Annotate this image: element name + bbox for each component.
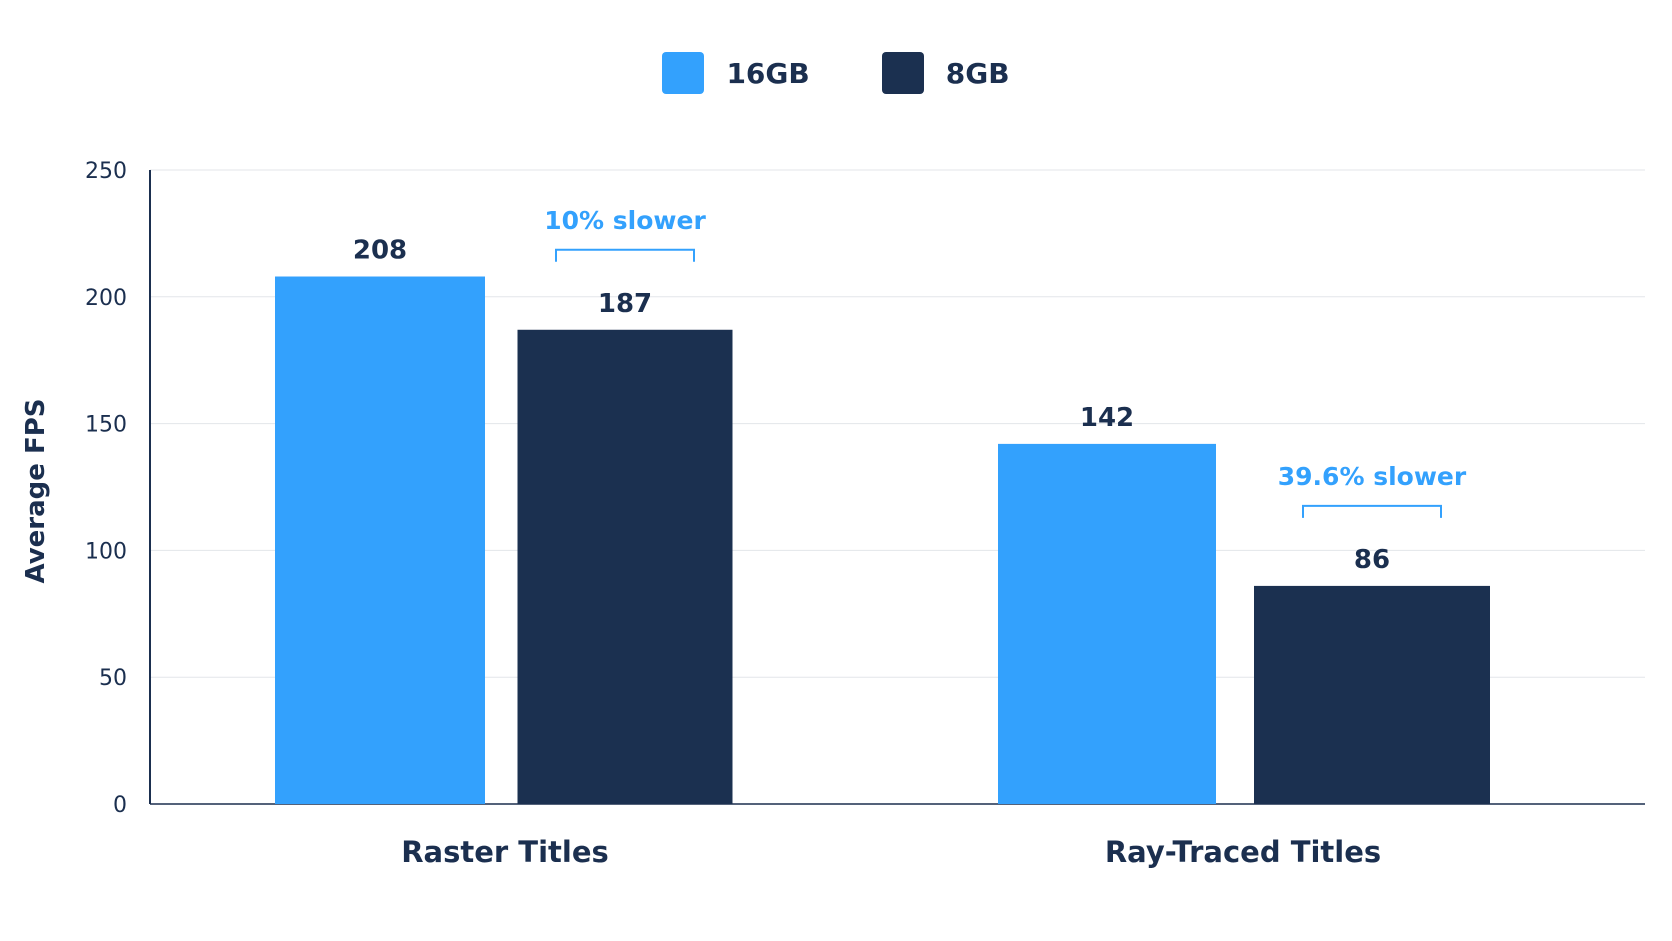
- bar-16gb-raster: [275, 276, 485, 805]
- x-category-label: Raster Titles: [401, 835, 609, 869]
- y-tick-label: 200: [85, 286, 127, 311]
- bar-value-label: 187: [598, 289, 652, 319]
- legend-item-8gb: 8GB: [881, 52, 1010, 94]
- legend-item-16gb: 16GB: [662, 52, 810, 94]
- legend-label-8gb: 8GB: [945, 56, 1010, 90]
- legend-swatch-8gb: [881, 52, 924, 94]
- annotation-bracket: [555, 248, 695, 262]
- y-tick-label: 250: [85, 159, 127, 184]
- legend: 16GB 8GB: [0, 52, 1672, 94]
- annotation-bracket: [1302, 504, 1442, 518]
- bar-8gb-ray-traced: [1254, 585, 1490, 804]
- y-tick-label: 0: [113, 793, 127, 818]
- legend-label-16gb: 16GB: [726, 56, 810, 90]
- y-tick-label: 150: [85, 413, 127, 438]
- y-tick-label: 50: [99, 666, 127, 691]
- x-category-label: Ray-Traced Titles: [1105, 835, 1381, 869]
- y-tick-label: 100: [85, 539, 127, 564]
- bar-16gb-ray-traced: [998, 443, 1216, 804]
- annotation-label: 10% slower: [544, 206, 706, 235]
- bar-value-label: 208: [353, 236, 407, 266]
- y-axis-label: Average FPS: [21, 399, 51, 584]
- bar-value-label: 142: [1080, 403, 1134, 433]
- bar-value-label: 86: [1354, 545, 1390, 575]
- annotation-label: 39.6% slower: [1278, 462, 1467, 491]
- legend-swatch-16gb: [662, 52, 705, 94]
- bar-8gb-raster: [517, 329, 733, 804]
